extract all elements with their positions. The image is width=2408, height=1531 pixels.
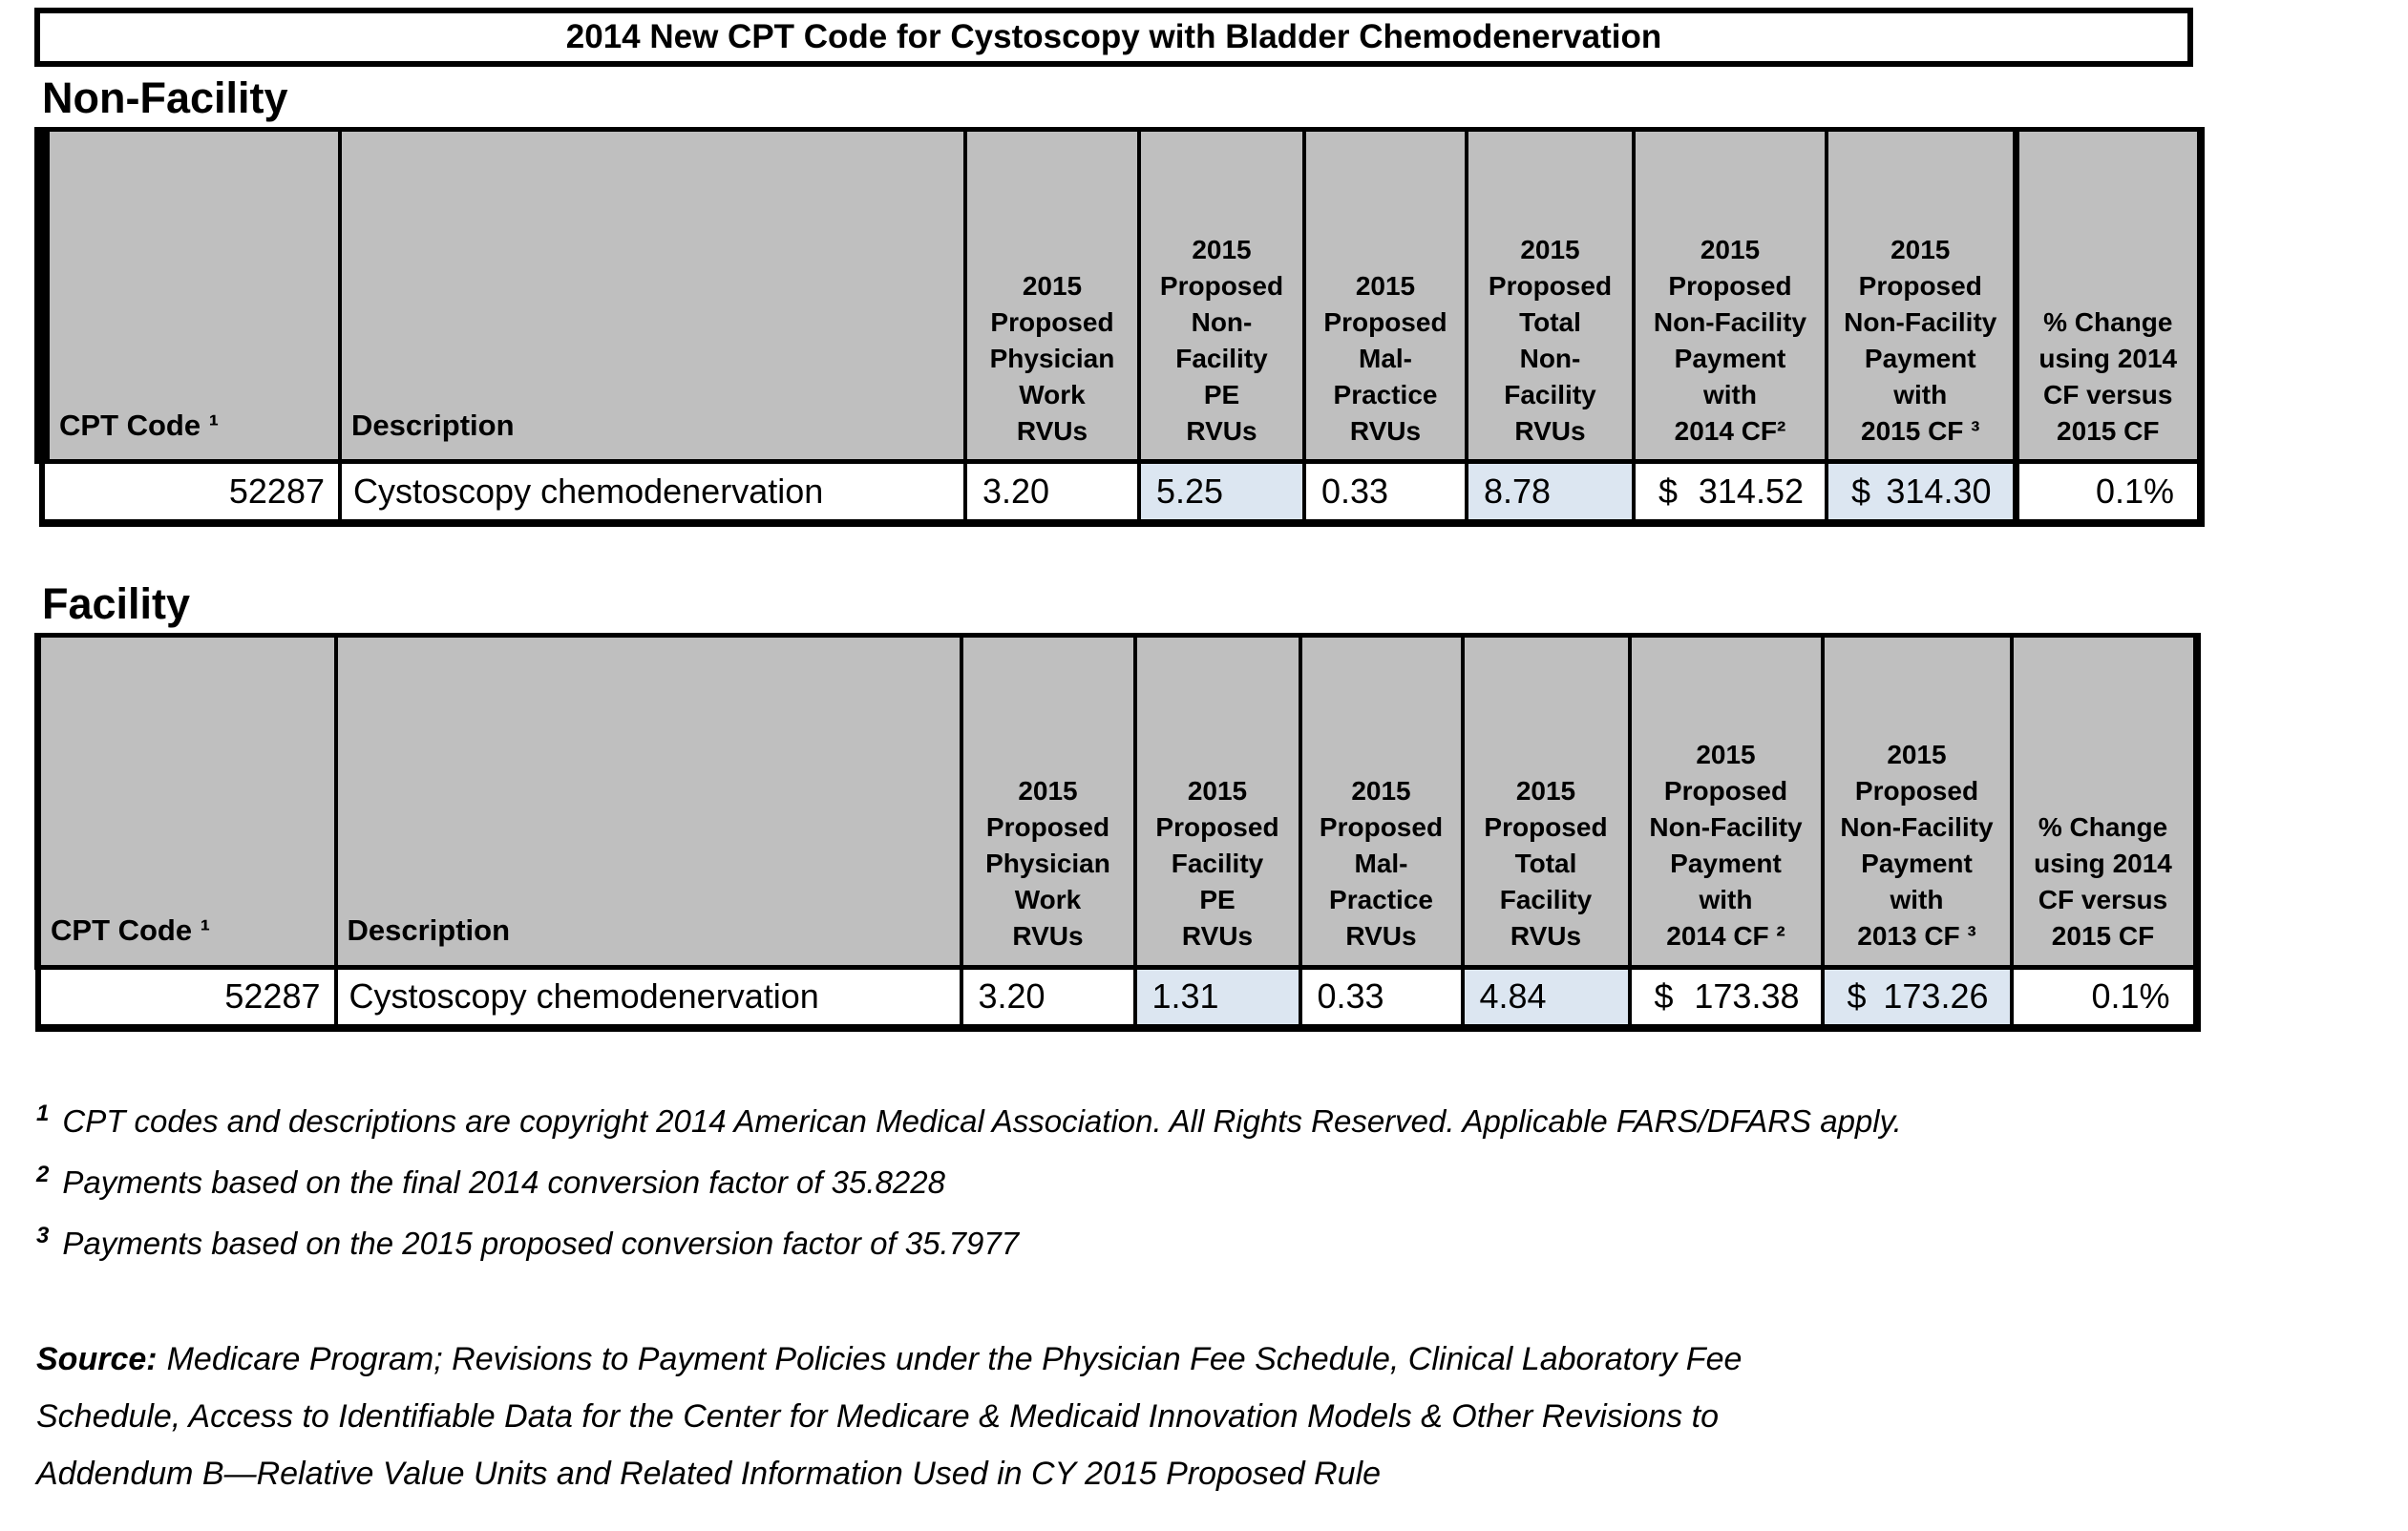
currency-symbol: $ [1658,471,1679,511]
payment-2015-cf-cell: $ 314.30 [1825,459,2017,527]
footnote-text: Payments based on the final 2014 convers… [62,1164,945,1200]
payment-amount: 314.30 [1886,471,1992,511]
payment-2014-cf-cell: $ 173.38 [1627,965,1825,1032]
header-payment-2015-cf: 2015 Proposed Non-Facility Payment with … [1825,127,2017,464]
source-paragraph: Source: Medicare Program; Revisions to Pa… [36,1332,2328,1502]
description-cell: Cystoscopy chemodenervation [333,965,963,1032]
footnote-3: 3 Payments based on the 2015 proposed con… [36,1223,2408,1284]
cpt-code-cell: 52287 [39,459,342,527]
pct-change-cell: 0.1% [2012,459,2205,527]
payment-amount: 314.52 [1698,471,1804,511]
malpractice-rvus-cell: 0.33 [1302,459,1468,527]
footnote-1: 1 CPT codes and descriptions are copyrigh… [36,1101,2408,1162]
footnote-marker: 2 [36,1162,50,1187]
section-label-facility: Facility [42,578,191,628]
currency-symbol: $ [1654,976,1674,1017]
header-description: Description [338,127,967,464]
section-label-non-facility: Non-Facility [42,73,288,122]
facility-table: CPT Code ¹ Description 2015 Proposed Phy… [34,632,2201,1032]
footnote-2: 2 Payments based on the final 2014 conver… [36,1162,2408,1223]
total-rvus-cell: 4.84 [1460,965,1632,1032]
source-label: Source: [36,1341,158,1377]
currency-symbol: $ [1851,471,1871,511]
header-facility-pe-rvus: 2015 Proposed Facility PE RVUs [1132,632,1302,970]
header-malpractice-rvus: 2015 Proposed Mal- Practice RVUs [1302,127,1468,464]
header-total-facility-rvus: 2015 Proposed Total Facility RVUs [1460,632,1632,970]
footnote-marker: 3 [36,1223,50,1248]
physician-work-rvus-cell: 3.20 [959,965,1137,1032]
pe-rvus-cell: 1.31 [1132,965,1302,1032]
table-row: 52287 Cystoscopy chemodenervation 3.20 5… [39,459,2205,527]
header-payment-2014-cf: 2015 Proposed Non-Facility Payment with … [1627,632,1825,970]
description-cell: Cystoscopy chemodenervation [338,459,967,527]
header-physician-work-rvus: 2015 Proposed Physician Work RVUs [963,127,1141,464]
payment-amount: 173.26 [1883,976,1989,1017]
total-rvus-cell: 8.78 [1465,459,1636,527]
pct-change-cell: 0.1% [2009,965,2201,1032]
header-pct-change: % Change using 2014 CF versus 2015 CF [2009,632,2201,970]
header-payment-2014-cf: 2015 Proposed Non-Facility Payment with … [1632,127,1828,464]
footnotes: 1 CPT codes and descriptions are copyrigh… [36,1101,2408,1284]
table-header-row: CPT Code ¹ Description 2015 Proposed Phy… [34,632,2201,970]
footnote-text: CPT codes and descriptions are copyright… [62,1103,1902,1139]
footnote-text: Payments based on the 2015 proposed conv… [62,1226,1020,1261]
header-cpt-code: CPT Code ¹ [34,632,338,970]
payment-2013-cf-cell: $ 173.26 [1820,965,2014,1032]
non-facility-table: CPT Code ¹ Description 2015 Proposed Phy… [34,127,2205,527]
malpractice-rvus-cell: 0.33 [1298,965,1465,1032]
source-text: Medicare Program; Revisions to Payment P… [36,1341,1743,1492]
header-description: Description [333,632,963,970]
header-total-non-facility-rvus: 2015 Proposed Total Non- Facility RVUs [1465,127,1636,464]
table-row: 52287 Cystoscopy chemodenervation 3.20 1… [34,965,2201,1032]
pe-rvus-cell: 5.25 [1137,459,1306,527]
currency-symbol: $ [1847,976,1867,1017]
physician-work-rvus-cell: 3.20 [963,459,1141,527]
header-pct-change: % Change using 2014 CF versus 2015 CF [2012,127,2205,464]
document-title: 2014 New CPT Code for Cystoscopy with Bl… [34,8,2193,67]
footnote-marker: 1 [36,1101,50,1126]
payment-2014-cf-cell: $ 314.52 [1632,459,1828,527]
cpt-code-cell: 52287 [34,965,338,1032]
header-payment-2013-cf: 2015 Proposed Non-Facility Payment with … [1820,632,2014,970]
header-cpt-code: CPT Code ¹ [34,127,342,464]
header-non-facility-pe-rvus: 2015 Proposed Non- Facility PE RVUs [1137,127,1306,464]
payment-amount: 173.38 [1694,976,1800,1017]
table-header-row: CPT Code ¹ Description 2015 Proposed Phy… [34,127,2205,464]
header-physician-work-rvus: 2015 Proposed Physician Work RVUs [959,632,1137,970]
header-malpractice-rvus: 2015 Proposed Mal- Practice RVUs [1298,632,1465,970]
